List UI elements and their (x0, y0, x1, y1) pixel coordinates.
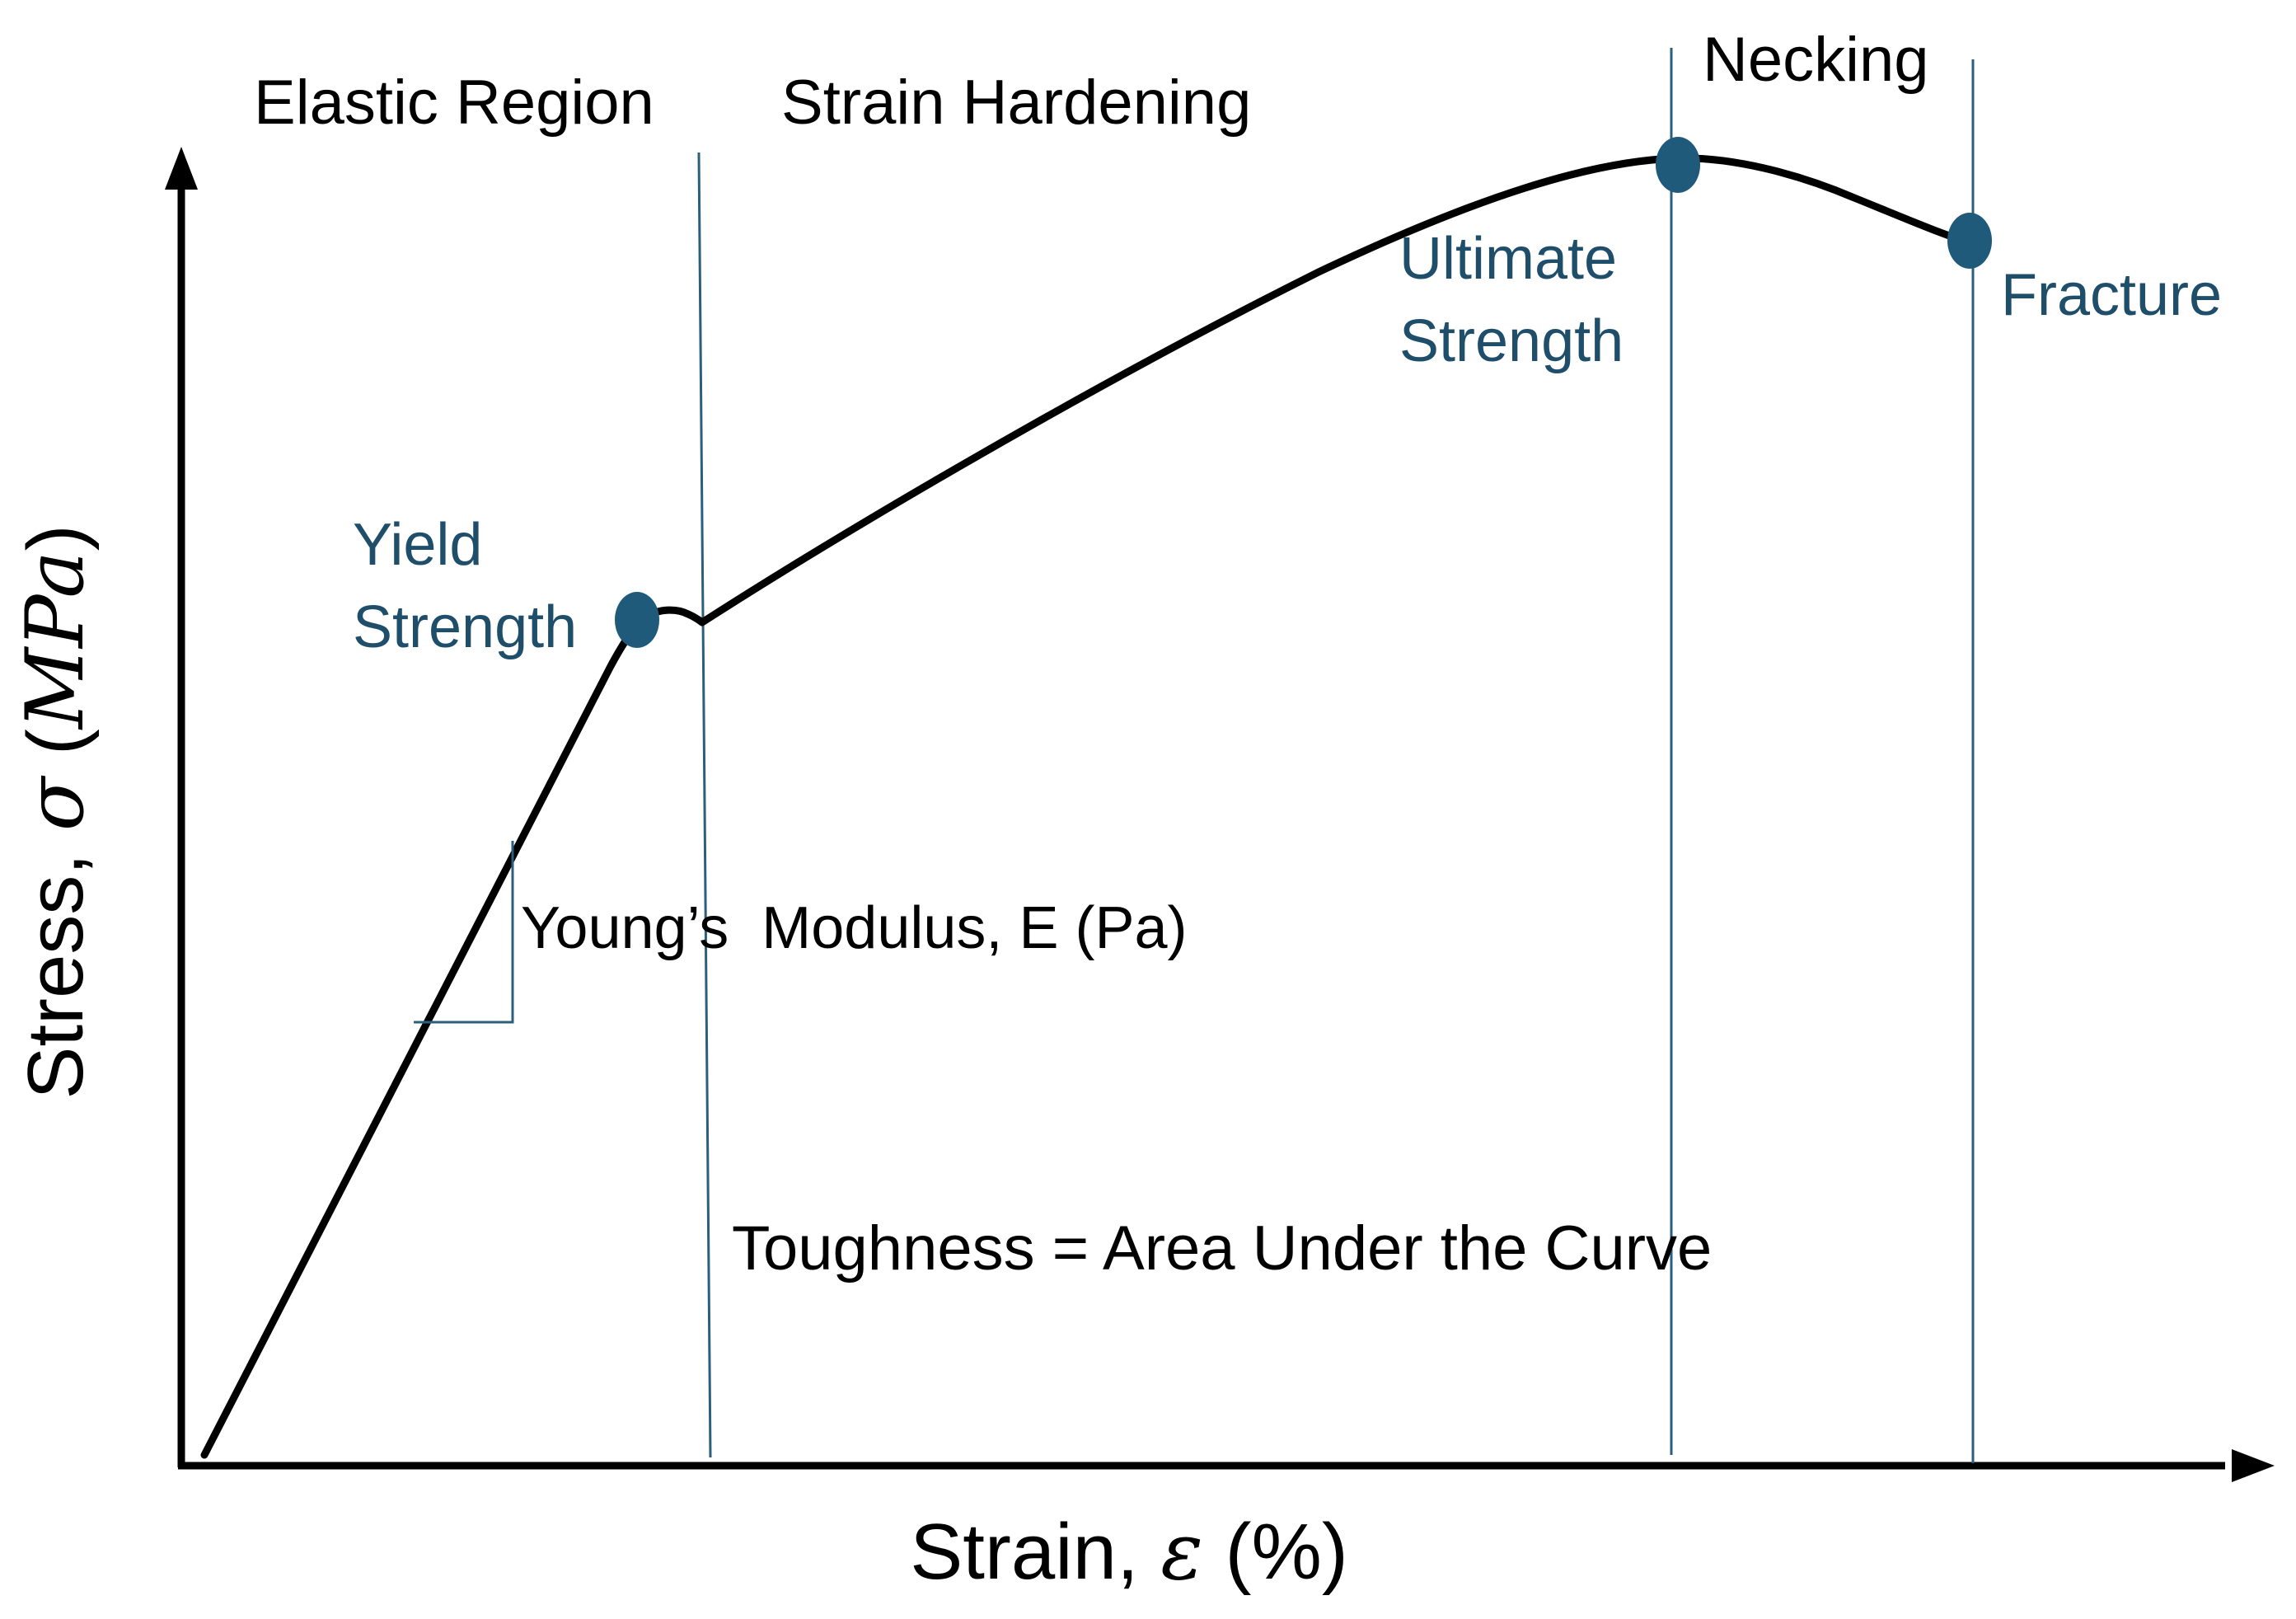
yield-strength-label-line1: Yield (353, 512, 482, 578)
stress-strain-curve (200, 154, 1975, 1459)
y-axis-label: Stress, (12, 831, 100, 1099)
y-axis-unit-close: ) (12, 524, 100, 551)
region-dividers (697, 48, 1975, 1463)
fracture-label: Fracture (2001, 262, 2222, 328)
y-axis-title: Stress, σ (MPa) (9, 524, 101, 1099)
y-axis-symbol: σ (9, 775, 101, 831)
strain-hardening-label: Strain Hardening (781, 68, 1251, 138)
y-axis-arrowhead (165, 147, 198, 190)
axes (165, 147, 2275, 1482)
yield-strength-label-line2: Strength (353, 594, 577, 660)
y-axis-unit-open: ( (12, 729, 100, 777)
yield-point-marker (615, 592, 659, 648)
ultimate-point-marker (1656, 137, 1700, 193)
youngs-modulus-label: Young’s Modulus, E (Pa) (521, 895, 1188, 961)
youngs-modulus-triangle (414, 841, 514, 1024)
fracture-point-marker (1947, 213, 1992, 269)
elastic-region-label: Elastic Region (254, 68, 654, 138)
x-axis-title: Strain, ε (%) (910, 1505, 1348, 1598)
elastic-hardening-divider (697, 152, 712, 1458)
x-axis-label: Strain, (910, 1508, 1160, 1596)
ultimate-strength-label-line1: Ultimate (1399, 226, 1617, 292)
necking-label: Necking (1703, 25, 1929, 95)
x-axis-arrowhead (2232, 1449, 2275, 1482)
x-axis-unit: (%) (1203, 1508, 1348, 1596)
ultimate-strength-label-line2: Strength (1399, 308, 1624, 374)
x-axis-symbol: ε (1160, 1505, 1203, 1598)
y-axis-unit: MPa (9, 551, 101, 730)
toughness-label: Toughness = Area Under the Curve (732, 1213, 1712, 1283)
